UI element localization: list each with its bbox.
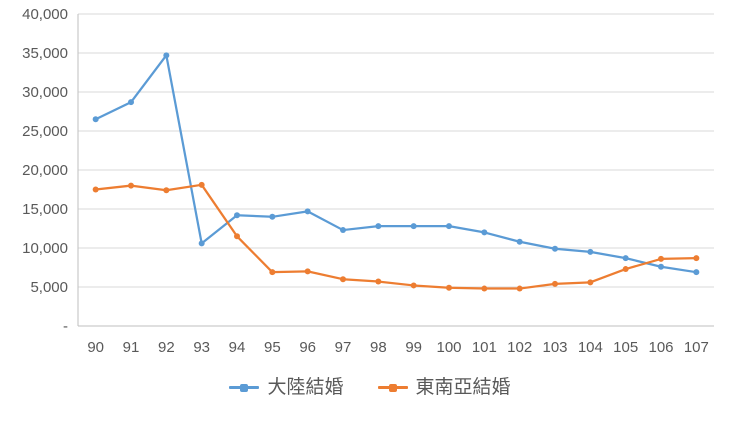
data-point-marker xyxy=(128,99,134,106)
data-point-marker xyxy=(658,255,664,262)
data-point-marker xyxy=(198,240,205,247)
y-tick-label: 5,000 xyxy=(30,279,68,296)
data-point-marker xyxy=(304,208,311,215)
x-tick-label: 106 xyxy=(648,339,673,356)
data-point-marker xyxy=(340,276,346,283)
data-point-marker xyxy=(587,279,594,286)
y-tick-label: 10,000 xyxy=(22,240,68,257)
x-axis: 90 91 92 93 94 95 96 97 98 99 100 101 102 103 104 105 10… xyxy=(87,339,709,356)
data-point-marker xyxy=(375,278,382,285)
data-point-marker xyxy=(410,282,417,289)
legend-line-marker-icon xyxy=(229,383,260,392)
y-tick-label: 20,000 xyxy=(22,162,68,179)
data-point-marker xyxy=(304,268,311,275)
data-point-marker xyxy=(658,263,664,270)
x-tick-label: 92 xyxy=(158,339,175,356)
x-tick-label: 95 xyxy=(264,339,281,356)
x-tick-label: 93 xyxy=(193,339,210,356)
x-tick-label: 90 xyxy=(87,339,104,356)
legend-label-southeast-asia: 東南亞結婚 xyxy=(415,377,511,398)
x-tick-label: 99 xyxy=(405,339,422,356)
data-point-marker xyxy=(516,238,523,245)
y-tick-label: 40,000 xyxy=(22,6,68,23)
y-tick-label: 15,000 xyxy=(22,201,68,218)
legend-item-southeast-asia: 東南亞結婚 xyxy=(377,377,511,398)
legend-line-marker-icon xyxy=(377,383,408,392)
data-point-marker xyxy=(622,255,629,262)
x-tick-label: 97 xyxy=(335,339,352,356)
x-tick-label: 100 xyxy=(436,339,461,356)
data-point-marker xyxy=(516,285,523,292)
x-tick-label: 103 xyxy=(542,339,567,356)
y-tick-label: 30,000 xyxy=(22,84,68,101)
data-point-marker xyxy=(587,248,594,255)
data-point-marker xyxy=(446,284,452,291)
x-tick-label: 102 xyxy=(507,339,532,356)
series-1-line xyxy=(92,181,700,292)
x-tick-label: 105 xyxy=(613,339,638,356)
y-tick-label: - xyxy=(63,318,68,335)
chart-legend: 大陸結婚 東南亞結婚 xyxy=(0,378,740,397)
y-tick-label: 25,000 xyxy=(22,123,68,140)
data-point-marker xyxy=(693,255,700,262)
data-point-marker xyxy=(410,223,417,230)
x-tick-label: 96 xyxy=(299,339,316,356)
legend-marker-dot-icon xyxy=(388,383,397,392)
data-point-marker xyxy=(693,269,700,276)
data-point-marker xyxy=(552,280,558,287)
legend-item-mainland: 大陸結婚 xyxy=(229,377,344,398)
series-0-line xyxy=(92,52,700,276)
x-tick-label: 107 xyxy=(684,339,709,356)
data-point-marker xyxy=(340,227,346,234)
gridlines xyxy=(78,13,714,327)
data-point-marker xyxy=(163,52,170,59)
data-point-marker xyxy=(92,116,99,123)
data-point-marker xyxy=(198,181,205,188)
legend-label-mainland: 大陸結婚 xyxy=(267,377,344,398)
x-tick-label: 91 xyxy=(123,339,140,356)
data-point-marker xyxy=(481,229,488,236)
x-tick-label: 98 xyxy=(370,339,387,356)
x-tick-label: 104 xyxy=(578,339,603,356)
data-point-marker xyxy=(128,182,134,189)
data-point-marker xyxy=(234,233,240,240)
data-point-marker xyxy=(269,213,276,220)
data-point-marker xyxy=(92,186,99,193)
x-tick-label: 101 xyxy=(472,339,497,356)
x-tick-label: 94 xyxy=(229,339,246,356)
data-point-marker xyxy=(622,266,629,273)
y-tick-label: 35,000 xyxy=(22,45,68,62)
data-point-marker xyxy=(234,212,240,219)
data-point-marker xyxy=(446,223,452,230)
data-point-marker xyxy=(163,187,170,194)
data-point-marker xyxy=(269,269,276,276)
data-point-marker xyxy=(375,223,382,230)
data-point-marker xyxy=(552,245,558,252)
data-point-marker xyxy=(481,285,488,292)
legend-marker-dot-icon xyxy=(240,383,249,392)
y-axis: - 5,000 10,000 15,000 20,000 25,000 30,000 35,0… xyxy=(22,6,68,335)
